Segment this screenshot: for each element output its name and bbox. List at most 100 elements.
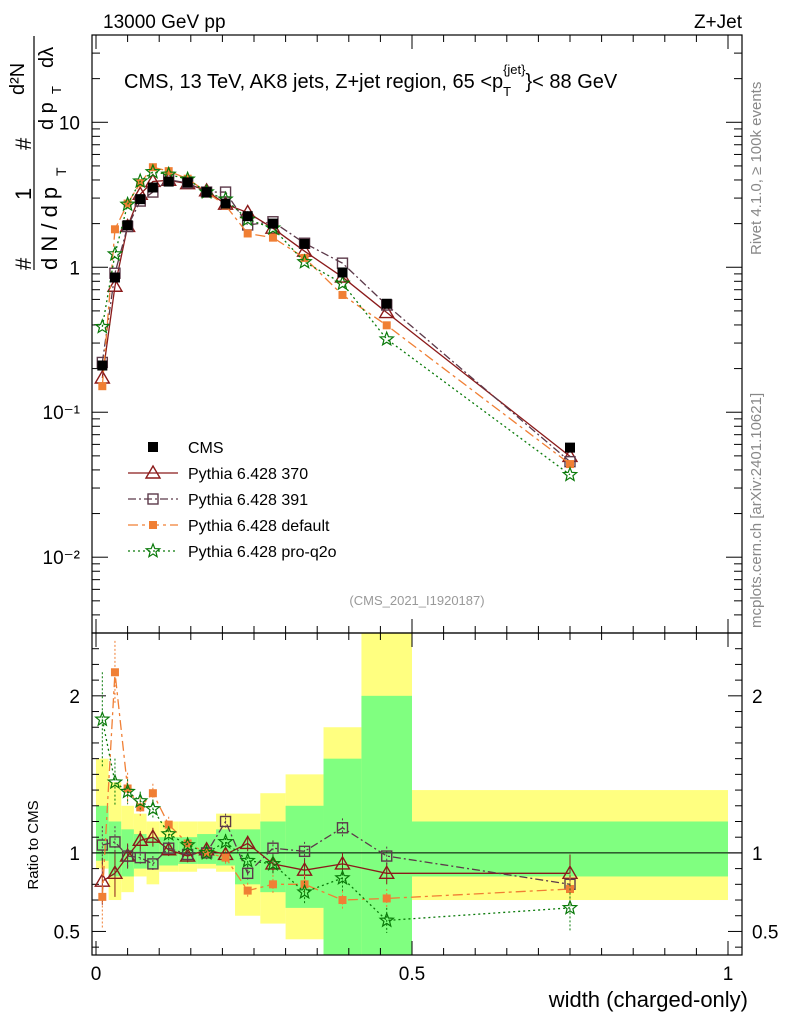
svg-text:#: #	[11, 257, 36, 270]
y-tick-label: 10⁻²	[43, 548, 81, 569]
cms-point	[299, 238, 310, 249]
ratio-marker	[382, 894, 391, 903]
axes: 0 0.5 1 10⁻² 10⁻¹ 1 10 0.5 0.5 1 1 2 2	[43, 34, 778, 985]
svg-text:T: T	[49, 86, 64, 94]
ratio-marker	[132, 831, 149, 847]
ratio-marker	[106, 773, 124, 790]
ratio-tick-label-right: 0.5	[752, 922, 778, 943]
ratio-marker	[94, 710, 111, 727]
ratio-marker	[217, 833, 234, 849]
ratio-marker	[119, 782, 136, 799]
cms-point	[109, 272, 120, 283]
upper-y-axis-label: # 1 d N / d p T # d²N d p T dλ	[7, 36, 69, 270]
upper-marker	[106, 277, 124, 292]
ratio-marker	[381, 850, 393, 862]
cms-point	[122, 220, 133, 231]
legend-label: CMS	[188, 440, 224, 457]
ratio-marker	[144, 800, 162, 816]
ratio-marker	[132, 792, 149, 809]
ratio-marker	[160, 825, 177, 842]
svg-text:d N / d p: d N / d p	[37, 187, 62, 270]
svg-text:d²N: d²N	[7, 63, 29, 95]
ratio-marker	[334, 869, 351, 886]
band-inner-bin	[108, 821, 122, 877]
y-tick-label: 10⁻¹	[43, 403, 81, 424]
series-line-upper	[101, 179, 571, 463]
ratio-marker	[179, 847, 196, 862]
legend-item: Pythia 6.428 pro-q2o	[128, 542, 337, 561]
ratio-tick-label: 0.5	[54, 922, 80, 943]
ratio-y-axis-label: Ratio to CMS	[25, 800, 42, 889]
upper-marker	[136, 179, 145, 188]
ratio-marker	[109, 836, 121, 848]
ratio-marker	[296, 883, 313, 900]
upper-marker	[300, 253, 309, 262]
upper-marker	[561, 466, 579, 482]
upper-marker	[219, 186, 232, 198]
chart-title: CMS, 13 TeV, AK8 jets, Z+jet region, 65 …	[124, 62, 618, 99]
cms-point	[381, 298, 392, 309]
series-line-upper	[101, 179, 571, 457]
series-default	[98, 163, 574, 929]
cms-point	[220, 198, 231, 209]
svg-text:T: T	[53, 167, 69, 176]
upper-marker	[148, 163, 157, 172]
legend-item: CMS	[148, 440, 224, 457]
legend-label: Pythia 6.428 pro-q2o	[188, 544, 337, 561]
ratio-marker	[239, 835, 256, 850]
cms-point	[97, 360, 108, 371]
upper-marker	[164, 167, 173, 176]
upper-marker	[110, 225, 119, 234]
cms-point	[147, 182, 158, 193]
uncertainty-bands	[96, 633, 728, 955]
upper-marker	[144, 163, 162, 179]
svg-text:dλ: dλ	[36, 47, 58, 68]
cms-point	[201, 187, 212, 198]
y-tick-label: 10	[59, 113, 80, 134]
cms-point	[337, 267, 348, 278]
ratio-marker	[179, 836, 196, 853]
ratio-marker	[561, 899, 579, 915]
legend-label: Pythia 6.428 370	[188, 466, 308, 483]
upper-marker	[378, 330, 395, 347]
ratio-marker	[264, 855, 282, 871]
ratio-marker	[98, 892, 107, 901]
upper-marker	[268, 233, 277, 242]
series-line-upper	[101, 166, 571, 465]
x-tick-label: 1	[723, 964, 734, 985]
svg-text:#: #	[11, 137, 36, 150]
upper-marker	[382, 321, 391, 330]
ratio-marker	[134, 851, 146, 864]
ratio-marker	[338, 896, 347, 905]
ratio-marker	[144, 828, 162, 843]
legend-item: Pythia 6.428 370	[128, 464, 308, 483]
ratio-marker	[121, 850, 134, 862]
upper-marker	[296, 253, 313, 269]
x-axis-label: width (charged-only)	[548, 987, 748, 1012]
mcplots-label: mcplots.cern.ch [arXiv:2401.10621]	[748, 393, 765, 628]
upper-marker	[98, 382, 107, 391]
ratio-marker	[164, 820, 173, 829]
svg-text:d p: d p	[36, 102, 58, 130]
legend-item: Pythia 6.428 391	[128, 492, 308, 509]
ratio-marker	[219, 815, 232, 828]
ratio-marker	[221, 853, 230, 862]
upper-marker	[334, 274, 351, 291]
legend-marker	[148, 442, 158, 452]
ratio-tick-label-right: 2	[752, 687, 763, 708]
ratio-marker	[268, 880, 277, 889]
upper-marker	[94, 318, 111, 334]
upper-marker	[264, 219, 282, 236]
rivet-label: Rivet 4.1.0, ≥ 100k events	[748, 82, 765, 255]
ratio-marker	[378, 911, 395, 928]
x-tick-label: 0.5	[399, 964, 425, 985]
y-tick-label: 1	[69, 258, 80, 279]
ratio-tick-label-right: 1	[752, 844, 763, 865]
svg-text:1: 1	[11, 188, 36, 200]
upper-marker	[378, 304, 395, 319]
legend-marker	[144, 542, 162, 559]
ratio-marker	[202, 848, 211, 857]
legend-label: Pythia 6.428 391	[188, 492, 308, 509]
analysis-label: (CMS_2021_I1920187)	[349, 593, 484, 608]
